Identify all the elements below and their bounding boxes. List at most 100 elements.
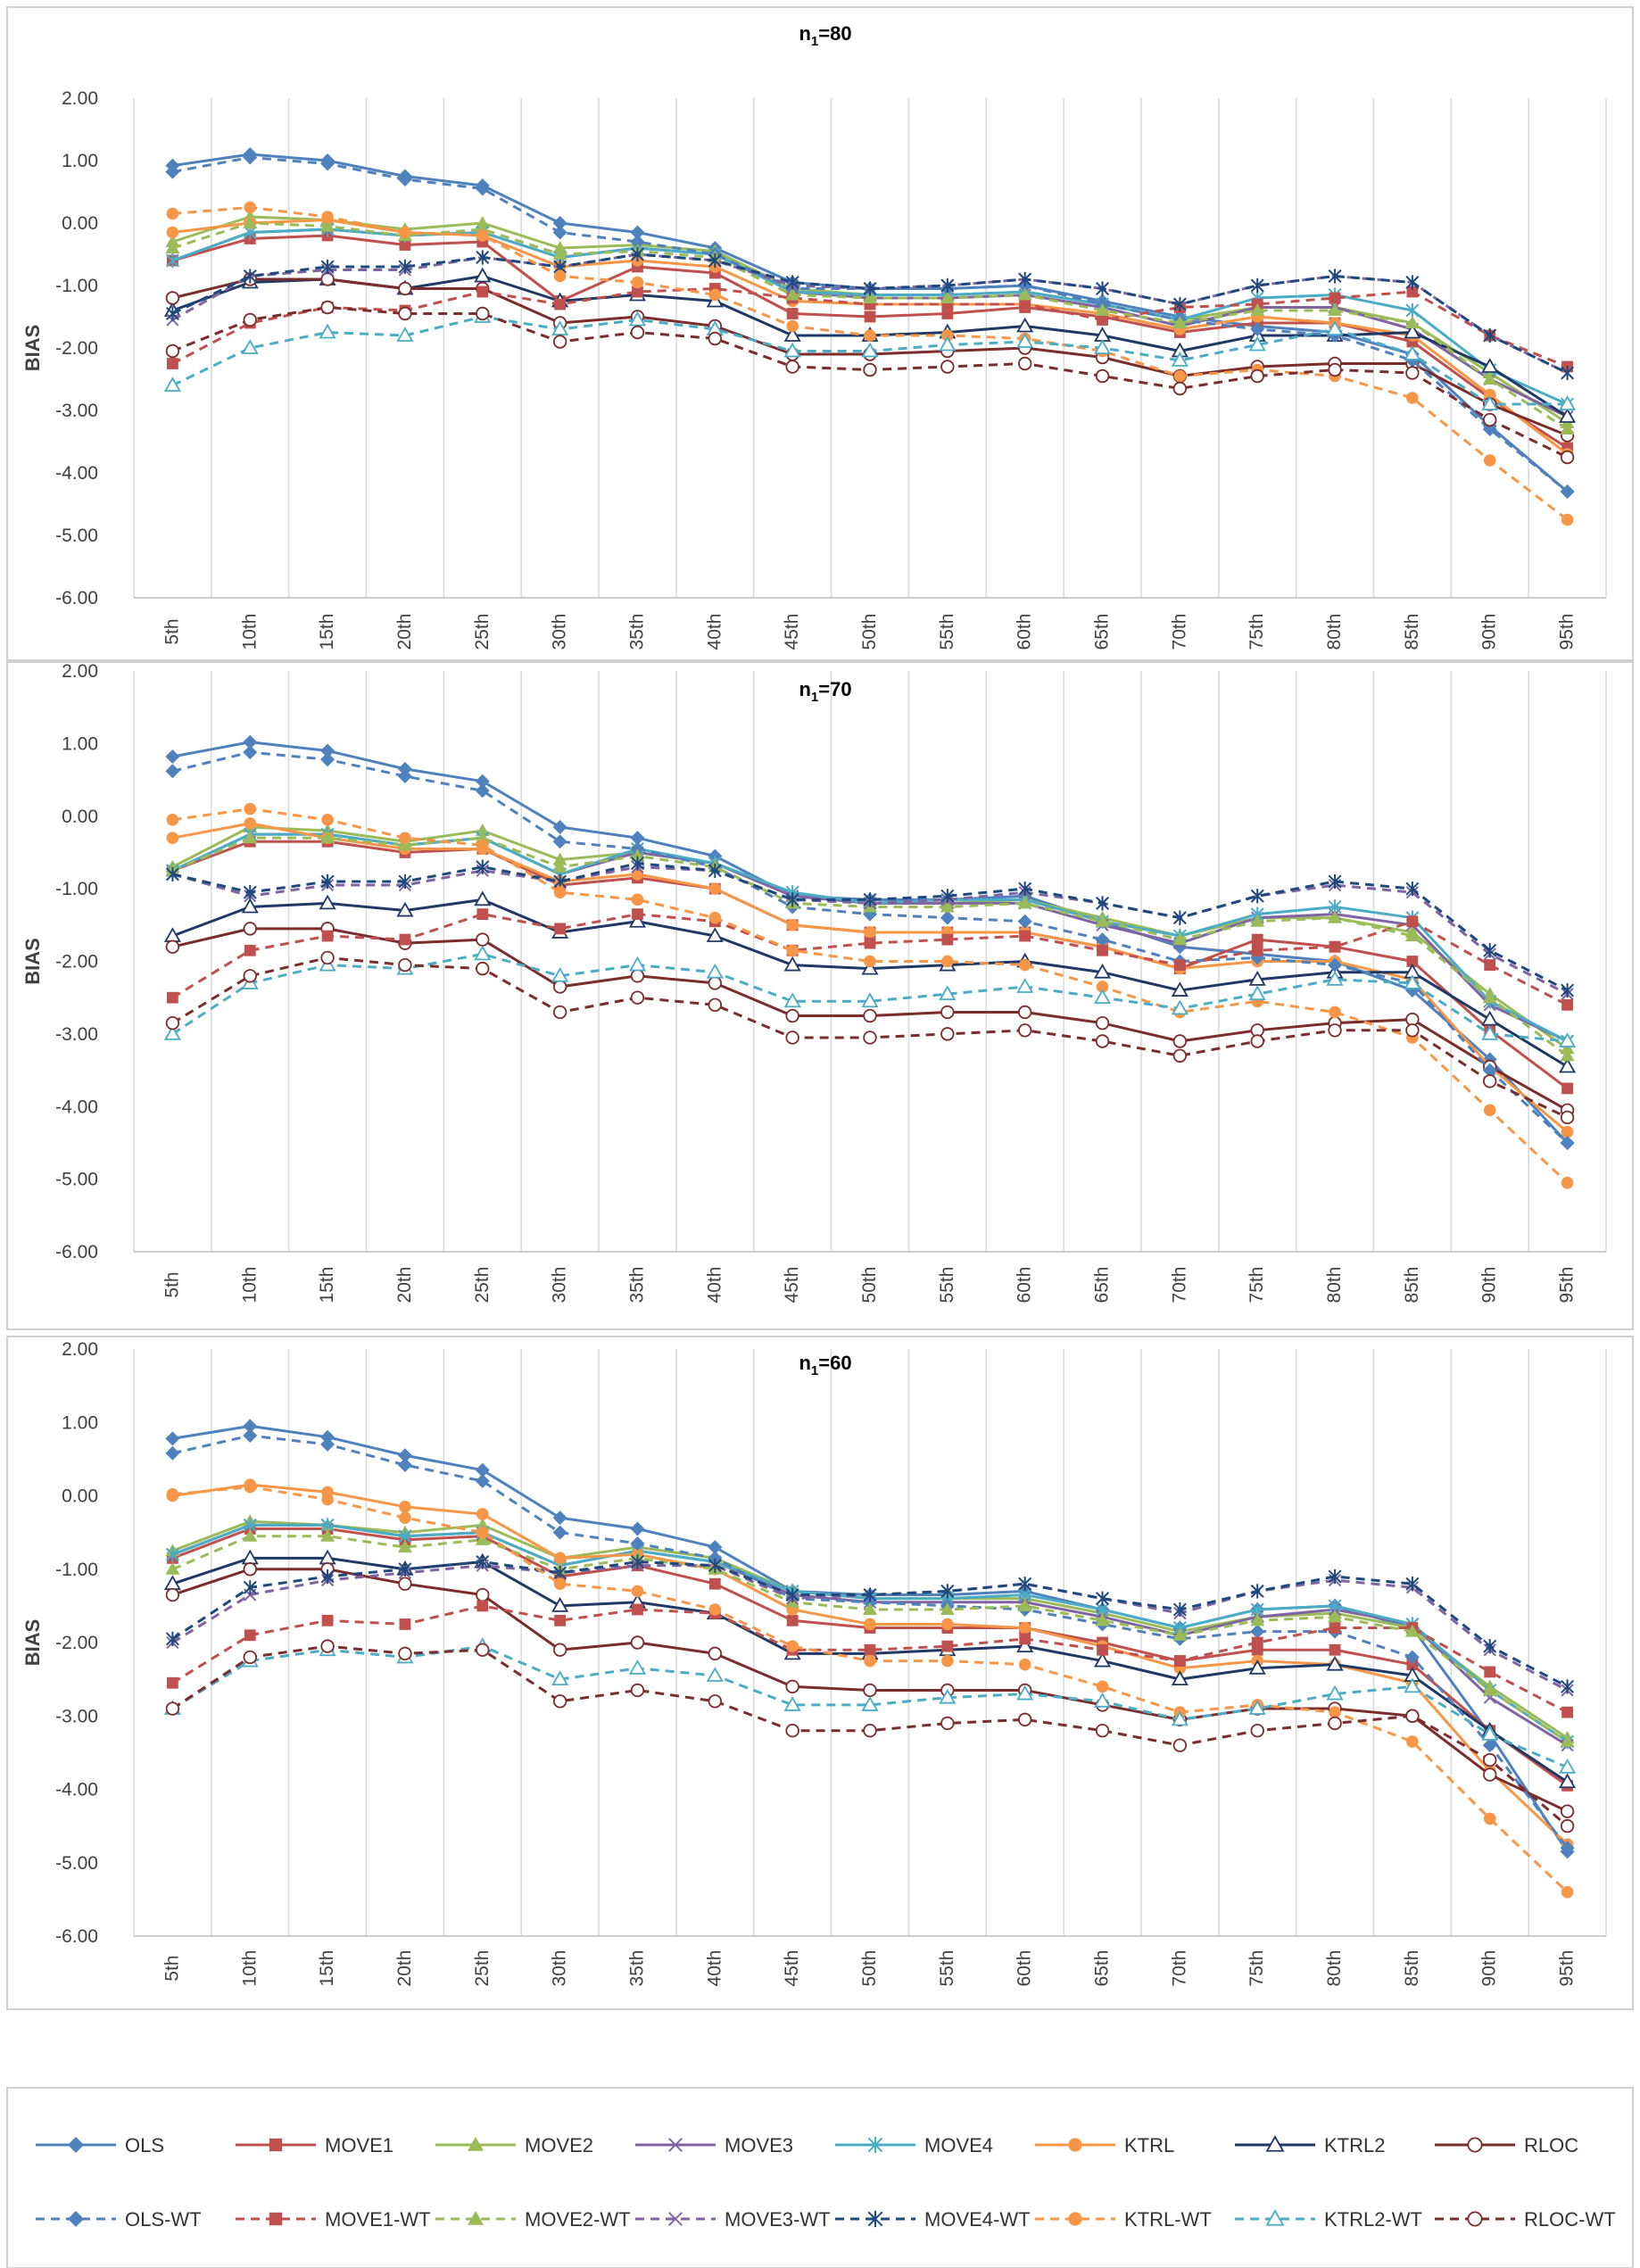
data-point [786, 1640, 799, 1652]
data-point [1404, 929, 1420, 942]
data-point [1096, 896, 1110, 911]
data-point [241, 898, 259, 914]
data-point [163, 377, 181, 392]
data-point [708, 1577, 721, 1590]
data-point [476, 908, 489, 921]
data-point [1561, 365, 1575, 381]
y-tick-label: -3.00 [55, 1024, 98, 1045]
legend-item: OLS [36, 2134, 164, 2156]
data-point [475, 774, 490, 789]
data-point [397, 838, 412, 851]
data-point [1561, 1885, 1574, 1899]
data-point [1172, 1048, 1188, 1063]
data-point [1171, 1710, 1189, 1726]
data-point [397, 1448, 412, 1463]
data-point [631, 276, 644, 289]
legend-item: KTRL [1035, 2134, 1174, 2156]
legend: OLS MOVE1 MOVE2 MOVE3 MOVE4 KTRL KTRL2 RLOC OLS-… [6, 2087, 1634, 2268]
x-tick-label: 80th [1324, 1950, 1345, 1987]
data-point [320, 873, 335, 890]
x-tick-label: 30th [550, 1267, 570, 1304]
x-tick-label: 95th [1557, 1267, 1578, 1304]
data-point [243, 1562, 257, 1577]
data-point [1326, 1684, 1344, 1701]
data-point [1328, 873, 1342, 890]
data-point [1329, 940, 1341, 953]
y-tick-label: -4.00 [55, 463, 98, 484]
data-point [399, 239, 411, 251]
data-point [475, 783, 490, 799]
data-point [1250, 277, 1264, 294]
data-point [398, 259, 412, 275]
data-point [785, 1723, 799, 1738]
data-point [321, 930, 334, 942]
data-point [166, 207, 179, 220]
data-point [1328, 957, 1343, 973]
series-ktrl2-wt [163, 308, 1577, 410]
data-point [244, 201, 257, 214]
data-point [1017, 896, 1032, 909]
data-point [939, 1688, 957, 1704]
data-point [706, 1667, 724, 1682]
chart-title: n1=60 [799, 1352, 851, 1378]
data-point [1328, 1023, 1342, 1038]
data-point [398, 306, 412, 321]
data-point [630, 856, 644, 871]
data-point [785, 360, 799, 374]
data-point [399, 1618, 411, 1630]
data-point [864, 1643, 876, 1656]
data-point [243, 885, 257, 900]
series-move1-wt [167, 908, 1573, 1011]
legend-marker [68, 2211, 84, 2227]
data-point [1329, 1643, 1341, 1656]
x-tick-label: 45th [782, 1267, 802, 1304]
data-point [474, 267, 492, 283]
data-point [476, 286, 489, 298]
data-point [785, 1008, 799, 1023]
data-point [863, 1008, 877, 1023]
x-tick-label: 10th [239, 614, 260, 650]
data-point [320, 259, 335, 275]
legend-marker [468, 2137, 484, 2151]
data-point [1405, 1577, 1420, 1592]
series-move2-wt [165, 1528, 1575, 1748]
data-point [476, 1526, 489, 1539]
data-point [1560, 450, 1575, 465]
data-point [1560, 1135, 1575, 1150]
data-point [397, 1540, 412, 1553]
data-point [475, 181, 490, 196]
data-point [1561, 1082, 1573, 1095]
data-point [397, 172, 412, 186]
data-point [864, 1654, 876, 1668]
legend-item: KTRL2 [1235, 2134, 1385, 2156]
data-point [1560, 422, 1575, 435]
x-tick-label: 35th [626, 1267, 647, 1304]
data-point [244, 802, 257, 815]
data-point [1248, 335, 1266, 352]
data-point [165, 1015, 180, 1031]
data-point [244, 1480, 257, 1494]
data-point [552, 819, 567, 834]
x-tick-label: 50th [859, 614, 880, 650]
x-tick-label: 90th [1479, 1950, 1500, 1987]
data-point [1483, 454, 1496, 467]
data-point [320, 156, 335, 171]
x-tick-label: 25th [472, 1950, 493, 1987]
data-point [475, 824, 490, 837]
data-point [864, 329, 876, 342]
data-point [243, 969, 257, 983]
legend-label: OLS [125, 2134, 164, 2156]
data-point [1095, 1613, 1110, 1627]
data-point [1095, 1723, 1110, 1738]
data-point [708, 1694, 723, 1709]
data-point [398, 957, 412, 973]
data-point [243, 269, 257, 284]
data-point [1248, 971, 1266, 986]
data-point [1328, 269, 1342, 284]
data-point [1481, 1010, 1499, 1026]
y-tick-label: -2.00 [55, 1633, 98, 1653]
data-point [1095, 368, 1110, 384]
data-point [708, 331, 723, 346]
data-point [1251, 933, 1263, 946]
data-point [553, 1565, 567, 1581]
